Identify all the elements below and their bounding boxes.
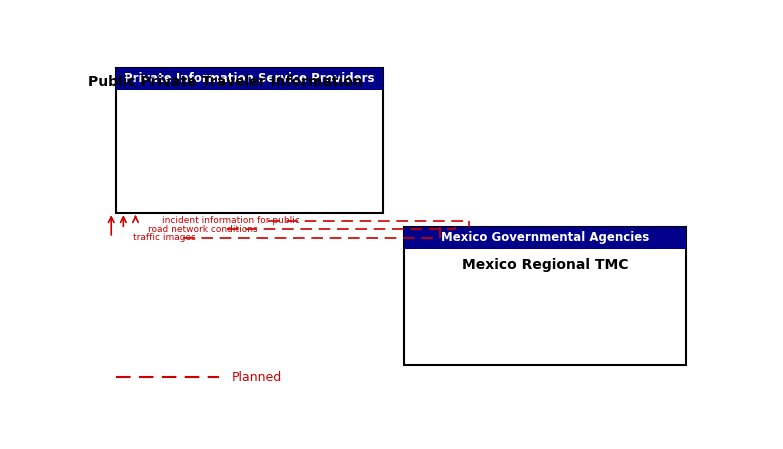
Text: Mexico Governmental Agencies: Mexico Governmental Agencies (442, 232, 650, 245)
Text: traffic images: traffic images (133, 233, 196, 242)
Text: Planned: Planned (232, 370, 282, 383)
Text: road network conditions: road network conditions (148, 224, 258, 233)
Text: Mexico Regional TMC: Mexico Regional TMC (462, 258, 629, 272)
Text: Private Information Service Providers: Private Information Service Providers (124, 72, 375, 85)
Bar (404, 227, 687, 249)
Text: incident information for public: incident information for public (161, 216, 299, 225)
Text: Public Private Traveler Information: Public Private Traveler Information (88, 75, 363, 88)
Bar (116, 68, 383, 213)
Bar (116, 68, 383, 90)
Bar (404, 227, 687, 365)
